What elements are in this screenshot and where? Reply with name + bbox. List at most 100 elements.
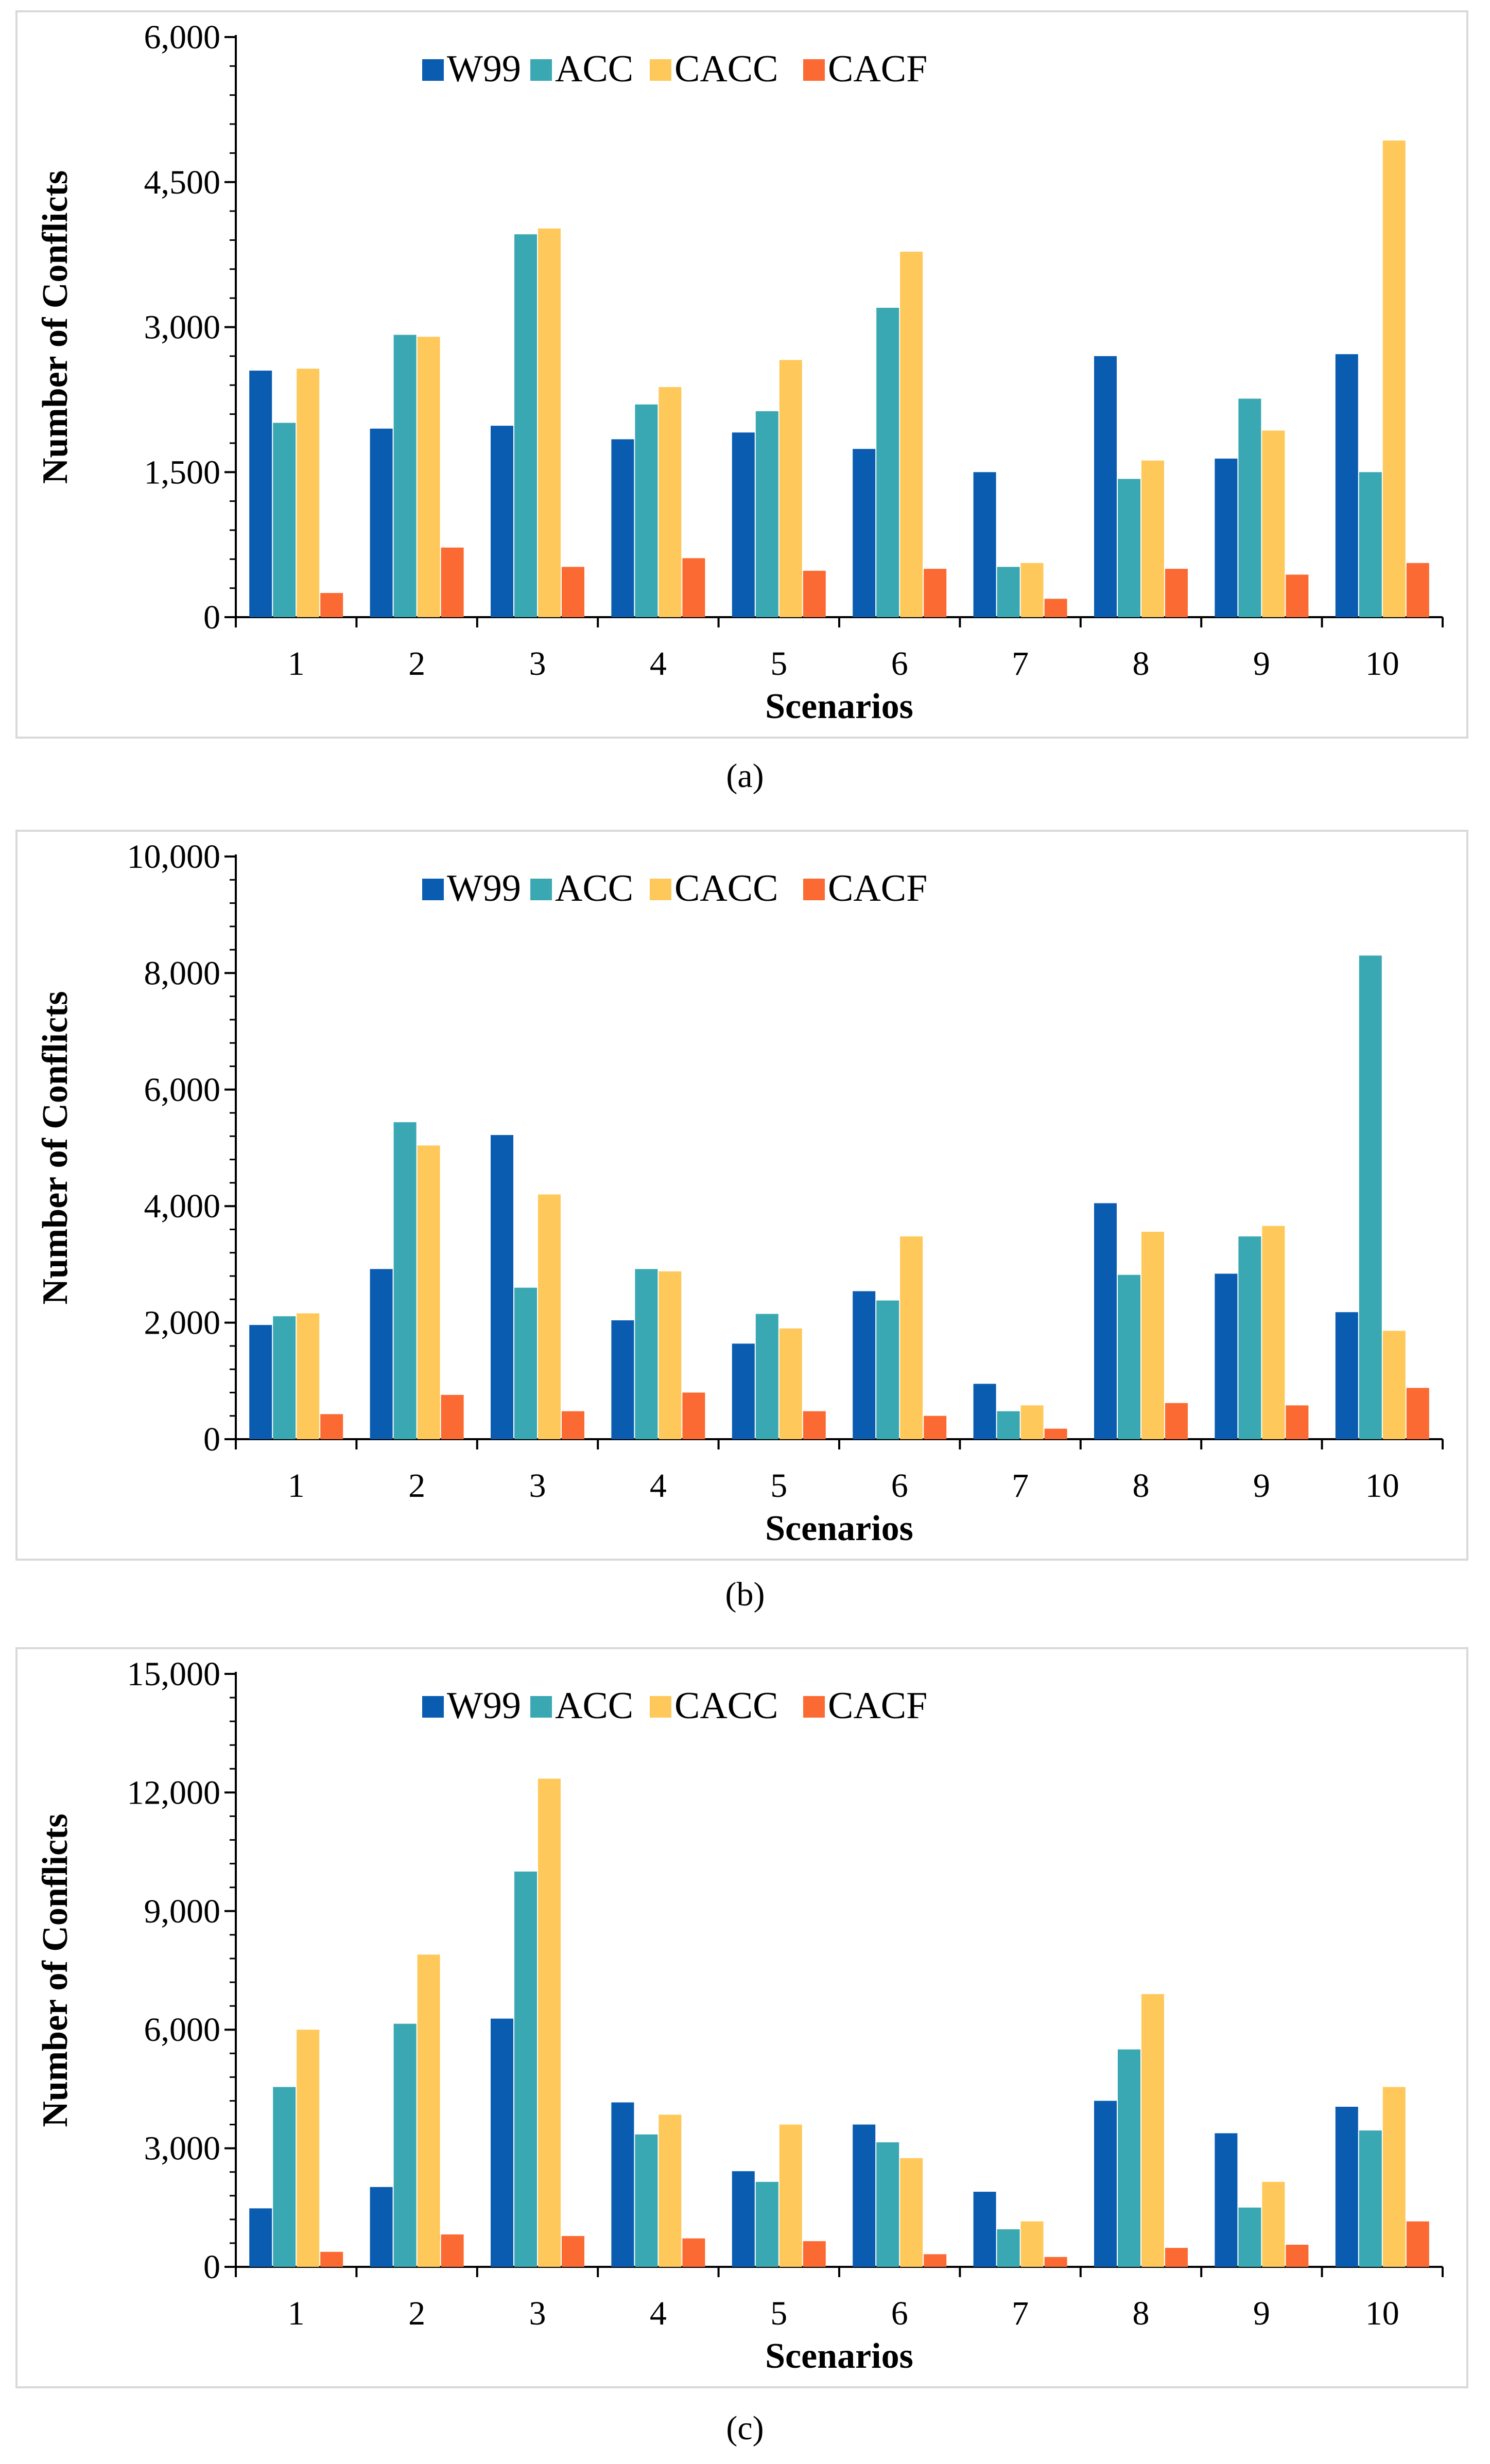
bar-cacf-scenario-1: [320, 1414, 343, 1439]
bar-w99-scenario-9: [1215, 458, 1238, 617]
legend-label-cacf: CACF: [828, 867, 927, 910]
bar-w99-scenario-4: [611, 1320, 634, 1439]
bar-cacc-scenario-3: [538, 1194, 561, 1439]
bar-acc-scenario-2: [393, 1122, 417, 1439]
bar-acc-scenario-10: [1359, 955, 1382, 1439]
bar-cacf-scenario-7: [1044, 599, 1067, 617]
y-tick-label: 15,000: [127, 1655, 221, 1693]
bar-acc-scenario-10: [1359, 2130, 1382, 2267]
x-tick-label: 7: [1012, 645, 1029, 683]
bar-w99-scenario-7: [973, 1384, 996, 1439]
bar-cacf-scenario-10: [1406, 563, 1429, 617]
x-tick-label: 2: [408, 2295, 425, 2332]
y-tick-label: 6,000: [144, 19, 221, 56]
bar-cacf-scenario-5: [803, 2241, 826, 2267]
bar-acc-scenario-5: [755, 411, 778, 617]
bar-cacc-scenario-3: [538, 1778, 561, 2267]
legend-label-cacf: CACF: [828, 1685, 927, 1727]
bar-acc-scenario-6: [876, 307, 899, 617]
bar-cacc-scenario-7: [1020, 563, 1044, 617]
legend-label-w99: W99: [447, 48, 521, 90]
bar-acc-scenario-6: [876, 2142, 899, 2267]
bar-cacf-scenario-3: [562, 1411, 584, 1439]
x-tick-label: 2: [408, 1467, 425, 1505]
bar-acc-scenario-4: [635, 2134, 658, 2267]
x-tick-label: 5: [770, 1467, 787, 1505]
chart-frame: [15, 830, 1468, 1561]
bar-acc-scenario-8: [1118, 2049, 1140, 2267]
x-tick-label: 10: [1365, 2295, 1399, 2332]
bar-acc-scenario-9: [1238, 2207, 1261, 2267]
bar-cacf-scenario-8: [1165, 1403, 1188, 1439]
legend-label-w99: W99: [447, 1685, 521, 1727]
bar-w99-scenario-7: [973, 2192, 996, 2267]
x-tick-label: 8: [1133, 2295, 1150, 2332]
bar-acc-scenario-2: [393, 335, 417, 617]
bar-cacf-scenario-6: [924, 1416, 947, 1439]
caption-a: (a): [726, 757, 764, 795]
bar-acc-scenario-1: [273, 1316, 296, 1439]
y-tick-label: 10,000: [127, 838, 221, 876]
bar-acc-scenario-8: [1118, 479, 1140, 617]
bar-cacc-scenario-8: [1141, 1232, 1164, 1439]
bar-cacf-scenario-4: [682, 558, 705, 617]
bar-cacc-scenario-9: [1262, 1226, 1285, 1439]
bar-w99-scenario-7: [973, 472, 996, 617]
bar-w99-scenario-3: [491, 1135, 513, 1439]
bar-w99-scenario-6: [853, 1291, 876, 1439]
caption-b: (b): [725, 1576, 765, 1613]
bar-cacc-scenario-4: [659, 1271, 682, 1439]
x-tick-label: 7: [1012, 1467, 1029, 1505]
bar-w99-scenario-3: [491, 426, 513, 617]
bar-cacc-scenario-9: [1262, 430, 1285, 617]
bar-cacf-scenario-4: [682, 1392, 705, 1439]
x-tick-label: 1: [288, 2295, 305, 2332]
bar-cacc-scenario-2: [417, 1145, 440, 1439]
x-tick-label: 9: [1253, 1467, 1270, 1505]
bar-cacc-scenario-10: [1382, 1331, 1406, 1439]
x-axis-title: Scenarios: [765, 2336, 913, 2376]
bar-w99-scenario-5: [732, 432, 755, 617]
x-axis-title: Scenarios: [765, 687, 913, 726]
x-tick-label: 2: [408, 645, 425, 683]
y-axis-title: Number of Conflicts: [36, 991, 75, 1304]
bar-cacf-scenario-3: [562, 567, 584, 617]
bar-w99-scenario-10: [1335, 1312, 1358, 1439]
chart-a: 0 1,500 3,000 4,500 6,000 1 2 3 4 5 6 7 8 9 10 W99 ACC CA…: [15, 10, 1468, 739]
bar-cacf-scenario-2: [441, 2234, 464, 2267]
bar-acc-scenario-8: [1118, 1274, 1140, 1439]
bar-w99-scenario-6: [853, 2124, 876, 2267]
legend-label-cacf: CACF: [828, 48, 927, 90]
chart-b: 0 2,000 4,000 6,000 8,000 10,000 1 2 3 4 5 6 7 8 9 10 W9…: [15, 830, 1468, 1561]
bar-cacc-scenario-10: [1382, 2087, 1406, 2267]
x-tick-label: 5: [770, 645, 787, 683]
bar-acc-scenario-9: [1238, 1236, 1261, 1439]
x-tick-label: 9: [1253, 645, 1270, 683]
bar-cacc-scenario-3: [538, 228, 561, 617]
bar-cacc-scenario-4: [659, 387, 682, 617]
bar-cacc-scenario-1: [297, 2030, 320, 2267]
bar-w99-scenario-6: [853, 449, 876, 617]
x-tick-label: 8: [1133, 645, 1150, 683]
bar-w99-scenario-5: [732, 1343, 755, 1439]
x-tick-label: 10: [1365, 645, 1399, 683]
bar-cacc-scenario-6: [900, 251, 923, 617]
bar-cacc-scenario-5: [779, 360, 802, 617]
bar-w99-scenario-10: [1335, 2106, 1358, 2267]
x-tick-label: 3: [529, 1467, 546, 1505]
bar-acc-scenario-7: [997, 2229, 1020, 2267]
legend-label-acc: ACC: [555, 48, 633, 90]
x-tick-label: 6: [891, 1467, 908, 1505]
bar-cacc-scenario-9: [1262, 2181, 1285, 2267]
bar-cacc-scenario-4: [659, 2115, 682, 2267]
bar-w99-scenario-4: [611, 2102, 634, 2267]
y-tick-label: 8,000: [144, 954, 221, 992]
bar-cacf-scenario-8: [1165, 2248, 1188, 2267]
bar-cacf-scenario-1: [320, 2251, 343, 2267]
x-tick-label: 4: [650, 645, 667, 683]
y-tick-label: 0: [203, 599, 220, 636]
bar-cacc-scenario-2: [417, 1954, 440, 2267]
x-tick-label: 1: [288, 645, 305, 683]
bar-cacc-scenario-5: [779, 1328, 802, 1439]
bar-cacf-scenario-7: [1044, 1428, 1067, 1439]
